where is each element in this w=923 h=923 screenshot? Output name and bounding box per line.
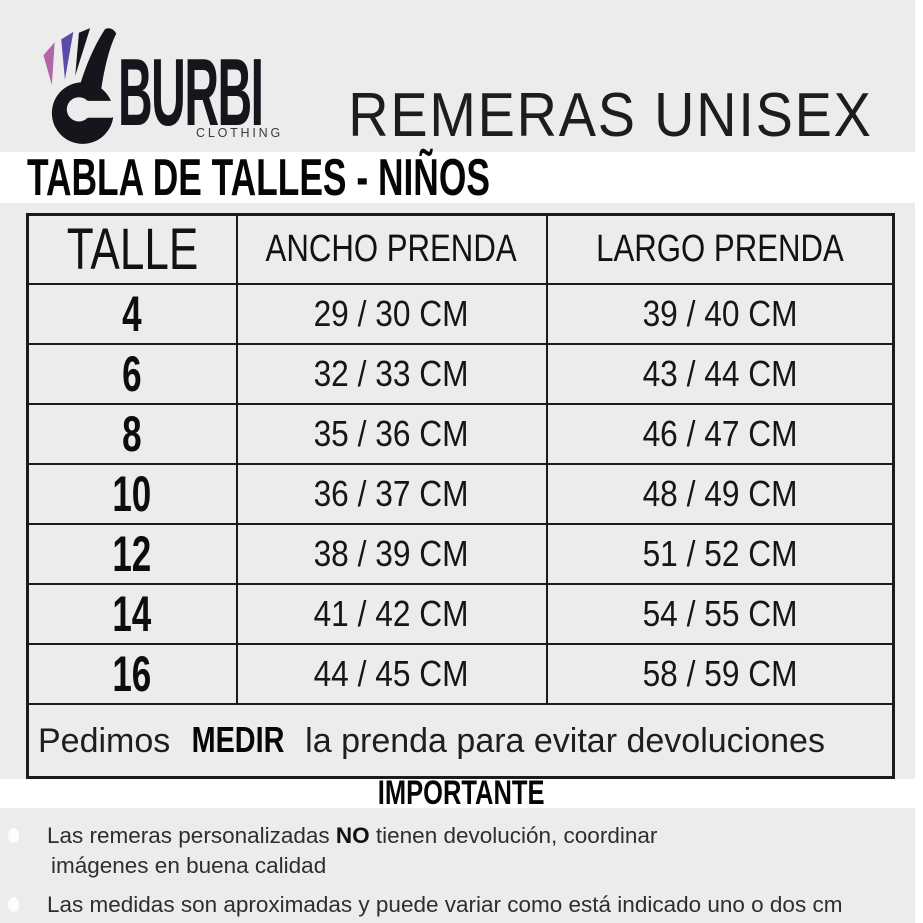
table-row: 4 29 / 30 CM 39 / 40 CM	[26, 283, 895, 345]
size-value: 12	[112, 526, 152, 582]
size-value: 8	[122, 406, 142, 462]
size-table-band: TALLE ANCHO PRENDA LARGO PRENDA 4 29 / 3…	[0, 203, 915, 779]
bullet-icon	[8, 897, 19, 912]
width-value: 32 / 33 CM	[314, 353, 469, 394]
width-value: 29 / 30 CM	[314, 293, 469, 334]
section-title: TABLA DE TALLES - NIÑOS	[27, 149, 490, 207]
col-header-ancho: ANCHO PRENDA	[235, 213, 548, 285]
size-value: 16	[112, 646, 152, 702]
size-value: 14	[112, 586, 152, 642]
length-value: 46 / 47 CM	[642, 413, 798, 454]
table-row: 6 32 / 33 CM 43 / 44 CM	[26, 343, 895, 405]
section-title-band: TABLA DE TALLES - NIÑOS	[0, 149, 923, 207]
width-value: 44 / 45 CM	[314, 653, 469, 694]
length-value: 58 / 59 CM	[642, 653, 798, 694]
width-value: 41 / 42 CM	[314, 593, 469, 634]
important-band: IMPORTANTE	[0, 774, 923, 812]
product-title: REMERAS UNISEX	[348, 81, 873, 150]
width-value: 36 / 37 CM	[314, 473, 469, 514]
burbi-logo-icon	[43, 28, 119, 144]
size-value: 4	[122, 286, 142, 342]
note-text: Las medidas son aproximadas y puede vari…	[47, 892, 843, 917]
table-row: 10 36 / 37 CM 48 / 49 CM	[26, 463, 895, 525]
table-header-row: TALLE ANCHO PRENDA LARGO PRENDA	[26, 213, 895, 285]
measure-note: Pedimos MEDIR la prenda para evitar devo…	[26, 703, 895, 778]
table-row: 8 35 / 36 CM 46 / 47 CM	[26, 403, 895, 465]
length-value: 51 / 52 CM	[642, 533, 798, 574]
list-item: Las medidas son aproximadas y puede vari…	[0, 881, 915, 920]
length-value: 43 / 44 CM	[642, 353, 798, 394]
width-value: 38 / 39 CM	[314, 533, 469, 574]
table-row: 12 38 / 39 CM 51 / 52 CM	[26, 523, 895, 585]
bullet-icon	[8, 828, 19, 843]
brand-subtitle: CLOTHING	[196, 126, 283, 140]
width-value: 35 / 36 CM	[314, 413, 469, 454]
header-band: BURBI CLOTHING REMERAS UNISEX	[0, 0, 915, 152]
notes-band: Las remeras personalizadas NO tienen dev…	[0, 808, 915, 923]
note-text: Las remeras personalizadas NO tienen dev…	[47, 823, 658, 878]
list-item: Las remeras personalizadas NO tienen dev…	[0, 808, 915, 881]
col-header-largo: LARGO PRENDA	[545, 213, 895, 285]
length-value: 39 / 40 CM	[642, 293, 798, 334]
size-value: 10	[112, 466, 152, 522]
col-header-talle: TALLE	[26, 213, 238, 285]
table-row: 16 44 / 45 CM 58 / 59 CM	[26, 643, 895, 705]
size-table: TALLE ANCHO PRENDA LARGO PRENDA 4 29 / 3…	[26, 213, 895, 779]
length-value: 48 / 49 CM	[642, 473, 798, 514]
important-title: IMPORTANTE	[378, 774, 545, 812]
size-value: 6	[122, 346, 142, 402]
logo-feather-purple	[61, 31, 74, 80]
brand-name: BURBI	[118, 39, 264, 146]
logo-feather-pink	[43, 42, 55, 86]
length-value: 54 / 55 CM	[642, 593, 798, 634]
table-note-row: Pedimos MEDIR la prenda para evitar devo…	[26, 703, 895, 778]
table-row: 14 41 / 42 CM 54 / 55 CM	[26, 583, 895, 645]
